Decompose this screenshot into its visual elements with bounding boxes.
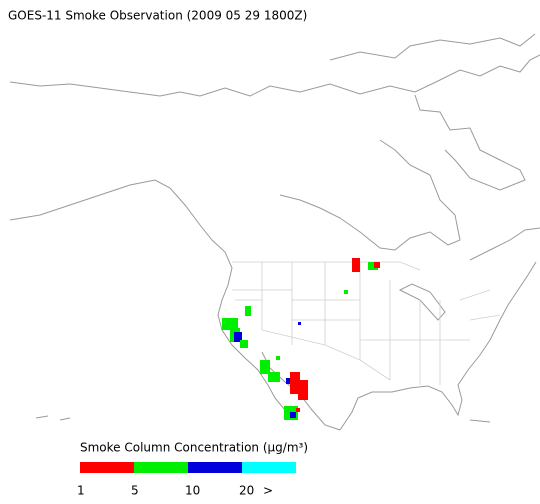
coastlines	[9, 33, 540, 431]
colorbar-label: 20	[239, 484, 254, 498]
smoke-pixels	[222, 258, 380, 420]
colorbar: 1 5 10 20 >	[77, 462, 296, 498]
colorbar-segment	[80, 462, 134, 473]
legend-title: Smoke Column Concentration (μg/m³)	[80, 441, 308, 455]
colorbar-segment	[134, 462, 188, 473]
colorbar-label: 5	[131, 484, 139, 498]
colorbar-label: 1	[77, 484, 85, 498]
colorbar-label: >	[263, 484, 273, 498]
colorbar-segment	[188, 462, 242, 473]
state-borders	[232, 261, 501, 385]
map-title: GOES-11 Smoke Observation (2009 05 29 18…	[8, 9, 307, 23]
colorbar-segment	[242, 462, 296, 473]
colorbar-label: 10	[185, 484, 200, 498]
